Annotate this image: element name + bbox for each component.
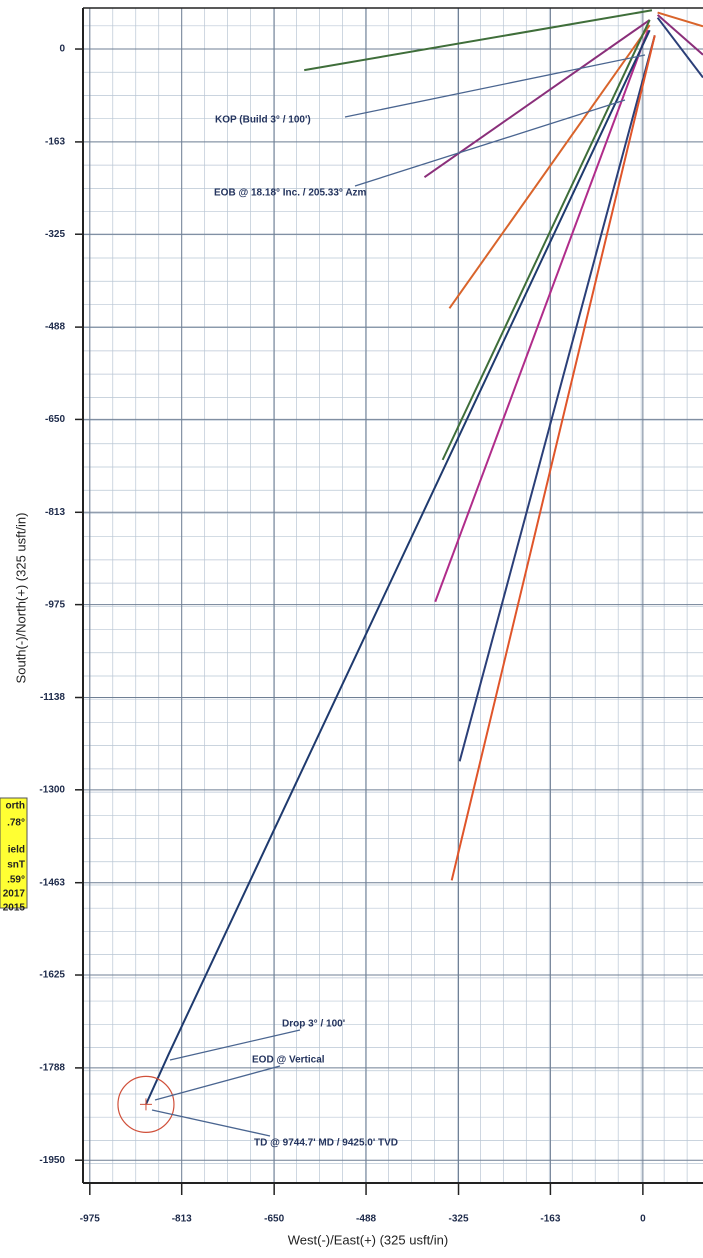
y-axis-label: South(-)/North(+) (325 usft/in) [13, 513, 28, 684]
info-box-text: .59° [7, 875, 25, 886]
x-axis-label: West(-)/East(+) (325 usft/in) [288, 1232, 449, 1247]
x-tick-label: -325 [449, 1214, 469, 1225]
y-tick-label: -1625 [39, 970, 65, 981]
annotation-leader [151, 1109, 271, 1137]
well-path [423, 19, 651, 179]
annotation-leader [344, 54, 646, 118]
y-tick-label: -650 [45, 414, 65, 425]
annotation: TD @ 9744.7' MD / 9425.0' TVD [254, 1138, 398, 1149]
annotation-leader [354, 99, 626, 187]
info-box-text: orth [6, 801, 25, 812]
annotation: EOD @ Vertical [252, 1055, 325, 1066]
x-tick-label: -650 [264, 1214, 284, 1225]
well-path [450, 35, 656, 881]
y-tick-label: -975 [45, 599, 65, 610]
y-tick-label: -163 [45, 137, 65, 148]
annotation-leader [169, 1029, 301, 1061]
well-path [656, 17, 703, 79]
annotation: EOB @ 18.18° Inc. / 205.33° Azm [214, 188, 367, 199]
target-circle [117, 1075, 175, 1133]
annotation: KOP (Build 3° / 100') [215, 115, 311, 126]
y-tick-label: -488 [45, 322, 65, 333]
info-box-text: 2015 [3, 903, 26, 914]
well-path [458, 35, 656, 762]
y-tick-label: -1950 [39, 1155, 65, 1166]
y-tick-label: -325 [45, 229, 65, 240]
y-tick-label: -1138 [40, 692, 65, 703]
x-tick-label: -975 [80, 1214, 100, 1225]
info-box-text: ield [8, 845, 25, 856]
info-box-text: .78° [7, 818, 25, 829]
well-path [656, 14, 703, 56]
y-tick-label: -1463 [39, 877, 65, 888]
x-tick-label: -163 [540, 1214, 560, 1225]
x-tick-label: -488 [356, 1214, 376, 1225]
y-tick-label: 0 [59, 44, 65, 55]
y-tick-label: -813 [45, 507, 65, 518]
info-box [0, 797, 28, 909]
well-path [441, 19, 651, 461]
y-tick-label: -1788 [39, 1063, 65, 1074]
y-tick-label: -1300 [39, 784, 65, 795]
well-path [448, 24, 651, 309]
well-path [657, 11, 703, 28]
well-path [304, 9, 653, 72]
info-box-text: 2017 [3, 889, 26, 900]
annotation-leader [154, 1065, 281, 1101]
well-path [434, 29, 649, 603]
x-tick-label: 0 [640, 1214, 646, 1225]
x-tick-label: -813 [172, 1214, 192, 1225]
annotation: Drop 3° / 100' [282, 1019, 345, 1030]
info-box-text: snT [7, 860, 25, 871]
well-path [145, 29, 651, 1105]
